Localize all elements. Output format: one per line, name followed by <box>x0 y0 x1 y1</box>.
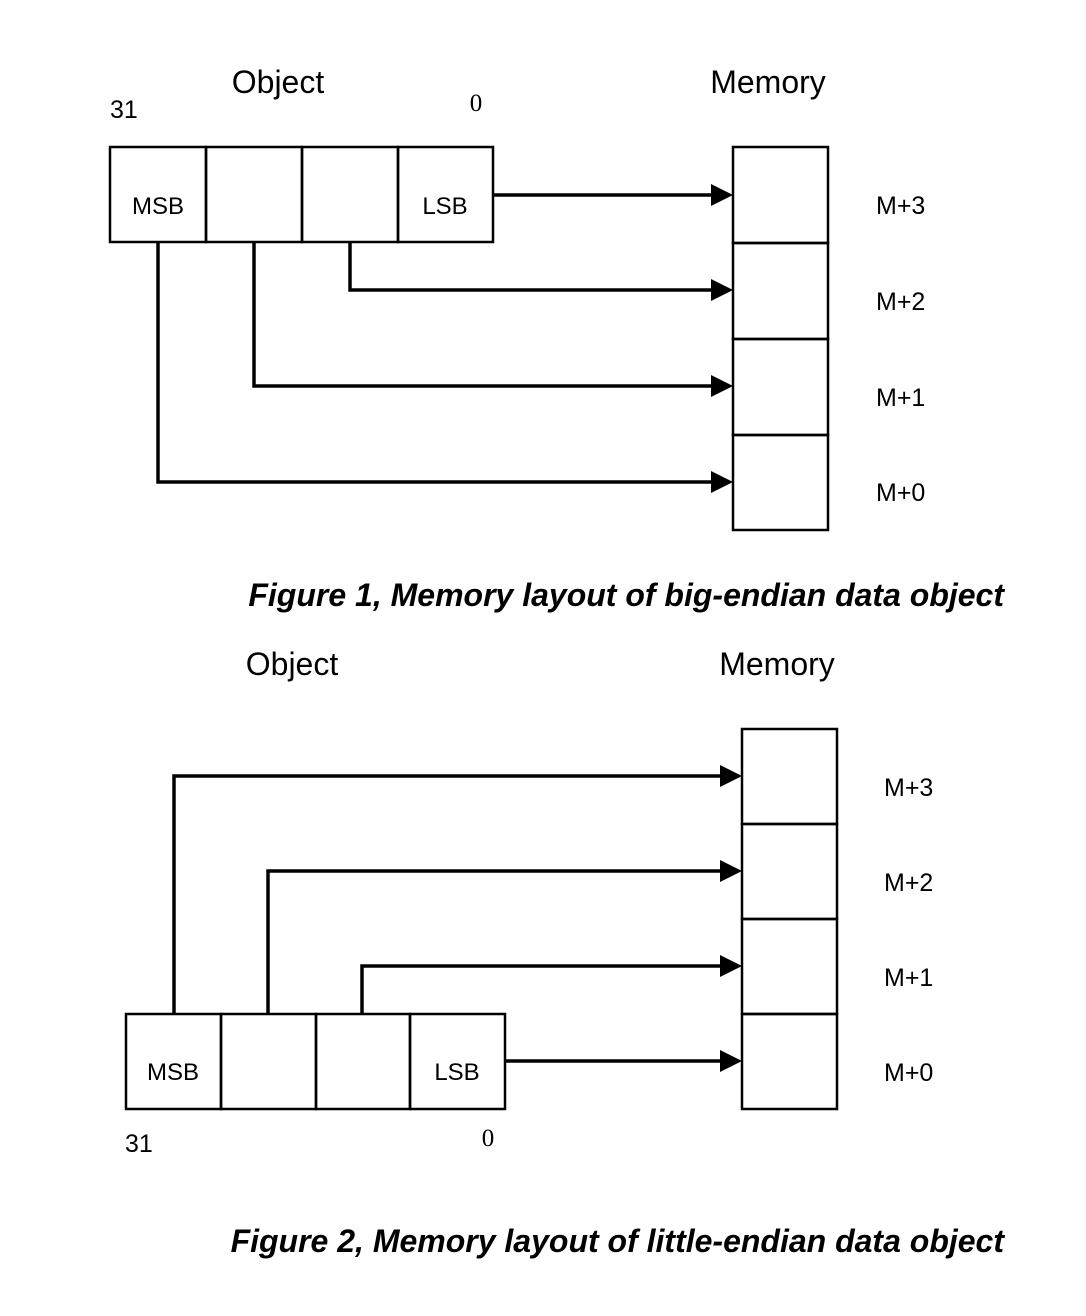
fig2-memory-cell-m3 <box>740 727 839 826</box>
arrowhead-icon <box>711 184 733 206</box>
fig1-memory-cell-m1 <box>731 337 830 437</box>
arrowhead-icon <box>711 279 733 301</box>
fig1-object-cell-3 <box>300 145 400 244</box>
fig1-object-register: MSB LSB <box>108 145 495 244</box>
figure-2-little-endian: Object Memory M+3 M+2 M+1 M+0 MSB LSB <box>124 646 1006 1259</box>
fig2-memory-cell-m2 <box>740 822 839 921</box>
fig1-caption: Figure 1, Memory layout of big-endian da… <box>248 577 1005 613</box>
fig1-arrow-byte1-to-m2 <box>348 242 733 301</box>
arrowhead-icon <box>720 765 742 787</box>
fig1-arrow-byte2-to-m1 <box>252 242 733 397</box>
fig1-bit-31-label: 31 <box>110 96 138 124</box>
fig2-bit-31-label: 31 <box>125 1130 153 1158</box>
fig2-memory-label-m0: M+0 <box>884 1059 933 1087</box>
arrowhead-icon <box>720 860 742 882</box>
fig1-memory-column: M+3 M+2 M+1 M+0 <box>731 145 925 532</box>
fig2-lsb-label: LSB <box>434 1059 479 1086</box>
figure-1-big-endian: Object Memory 31 0 MSB LSB M+3 M+2 M+1 M… <box>108 64 1005 613</box>
fig2-bit-0-label: 0 <box>482 1125 495 1152</box>
fig2-memory-label-m2: M+2 <box>884 869 933 897</box>
fig1-memory-label-m0: M+0 <box>876 479 925 507</box>
fig2-mapping-arrows <box>172 765 742 1072</box>
fig1-memory-cell-m0 <box>731 433 830 532</box>
fig2-arrow-lsb-to-m0 <box>505 1050 742 1072</box>
fig2-object-title: Object <box>246 646 339 682</box>
fig2-object-cell-3 <box>314 1012 412 1111</box>
arrowhead-icon <box>711 375 733 397</box>
fig2-arrow-byte1-to-m1 <box>360 955 742 1014</box>
fig2-object-register: MSB LSB <box>124 1012 507 1111</box>
fig1-bit-0-label: 0 <box>470 90 483 117</box>
fig2-memory-title: Memory <box>719 646 835 682</box>
fig1-memory-label-m2: M+2 <box>876 288 925 316</box>
fig2-caption: Figure 2, Memory layout of little-endian… <box>231 1223 1006 1259</box>
arrowhead-icon <box>711 471 733 493</box>
fig1-msb-label: MSB <box>132 193 184 220</box>
fig1-object-title: Object <box>232 64 325 100</box>
fig2-object-cell-2 <box>219 1012 318 1111</box>
fig2-msb-label: MSB <box>147 1059 199 1086</box>
fig2-arrow-byte2-to-m2 <box>266 860 742 1014</box>
fig1-mapping-arrows <box>156 184 733 493</box>
arrowhead-icon <box>720 1050 742 1072</box>
fig2-memory-cell-m0 <box>740 1012 839 1111</box>
fig1-memory-cell-m2 <box>731 241 830 341</box>
arrowhead-icon <box>720 955 742 977</box>
fig2-memory-column: M+3 M+2 M+1 M+0 <box>740 727 933 1111</box>
fig1-memory-label-m1: M+1 <box>876 384 925 412</box>
fig1-arrow-msb-to-m0 <box>156 242 733 493</box>
fig2-arrow-msb-to-m3 <box>172 765 742 1014</box>
fig2-memory-label-m3: M+3 <box>884 774 933 802</box>
fig2-memory-cell-m1 <box>740 917 839 1016</box>
fig1-lsb-label: LSB <box>422 193 467 220</box>
fig1-object-cell-2 <box>204 145 304 244</box>
fig1-memory-label-m3: M+3 <box>876 192 925 220</box>
fig1-arrow-lsb-to-m3 <box>493 184 733 206</box>
fig1-memory-cell-m3 <box>731 145 830 245</box>
fig2-memory-label-m1: M+1 <box>884 964 933 992</box>
fig1-memory-title: Memory <box>710 64 826 100</box>
